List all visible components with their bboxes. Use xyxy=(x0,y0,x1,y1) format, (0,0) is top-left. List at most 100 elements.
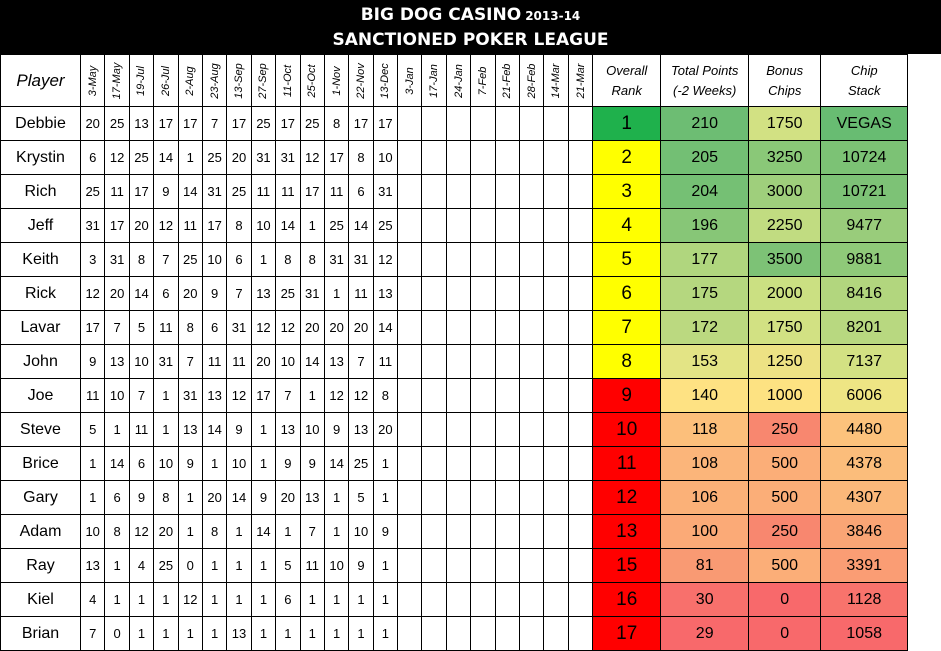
player-name: John xyxy=(0,344,81,379)
score-cell: 7 xyxy=(177,344,203,379)
date-column-header: 24-Jan xyxy=(445,54,472,107)
total-points-cell: 108 xyxy=(660,446,750,481)
total-points-header-line2: (-2 Weeks) xyxy=(673,82,737,98)
chip-stack-cell: 3846 xyxy=(820,514,909,549)
player-name: Rich xyxy=(0,174,81,209)
score-cell: 1 xyxy=(153,412,179,447)
score-cell xyxy=(494,514,521,549)
chip-stack-cell: 4307 xyxy=(820,480,909,515)
score-cell xyxy=(397,616,423,651)
date-column-header: 7-Feb xyxy=(470,54,496,107)
overall-rank-cell: 7 xyxy=(592,310,662,345)
total-points-cell: 29 xyxy=(660,616,750,651)
score-cell: 1 xyxy=(299,378,325,413)
league-subtitle: SANCTIONED POKER LEAGUE xyxy=(332,30,609,50)
score-cell: 31 xyxy=(201,174,228,209)
score-cell xyxy=(543,446,569,481)
score-cell xyxy=(543,412,569,447)
score-cell: 31 xyxy=(104,242,130,277)
score-cell xyxy=(494,276,521,311)
date-label: 19-Jul xyxy=(135,65,148,96)
score-cell: 20 xyxy=(79,106,106,141)
score-cell xyxy=(567,344,594,379)
score-cell xyxy=(421,378,447,413)
score-cell: 13 xyxy=(348,412,374,447)
chip-stack-cell: 1128 xyxy=(820,582,909,617)
score-cell: 12 xyxy=(299,140,325,175)
total-points-header-line1: Total Points xyxy=(670,62,739,78)
score-cell xyxy=(470,140,496,175)
score-cell: 9 xyxy=(372,514,399,549)
score-cell xyxy=(543,276,569,311)
date-column-header: 21-Mar xyxy=(567,54,594,107)
score-cell: 7 xyxy=(153,242,179,277)
score-cell xyxy=(397,412,423,447)
score-cell xyxy=(397,582,423,617)
score-cell: 11 xyxy=(79,378,106,413)
score-cell: 17 xyxy=(79,310,106,345)
score-cell: 12 xyxy=(128,514,155,549)
score-cell: 10 xyxy=(372,140,399,175)
date-label: 2-Aug xyxy=(184,65,197,96)
score-cell: 20 xyxy=(250,344,277,379)
bonus-chips-cell: 1750 xyxy=(748,106,822,141)
overall-rank-cell: 6 xyxy=(592,276,662,311)
bonus-chips-cell: 500 xyxy=(748,480,822,515)
date-column-header: 26-Jul xyxy=(153,54,179,107)
score-cell xyxy=(397,276,423,311)
score-cell xyxy=(543,106,569,141)
chip-stack-cell: 3391 xyxy=(820,548,909,583)
score-cell: 1 xyxy=(226,582,252,617)
score-cell: 8 xyxy=(226,208,252,243)
score-cell: 7 xyxy=(104,310,130,345)
score-cell: 1 xyxy=(153,616,179,651)
score-cell: 14 xyxy=(104,446,130,481)
overall-rank-cell: 3 xyxy=(592,174,662,209)
score-cell: 6 xyxy=(104,480,130,515)
score-cell xyxy=(543,344,569,379)
score-cell: 1 xyxy=(250,548,277,583)
chip-stack-cell: 1058 xyxy=(820,616,909,651)
date-label: 24-Jan xyxy=(452,63,465,98)
score-cell: 31 xyxy=(348,242,374,277)
score-cell: 1 xyxy=(177,480,203,515)
score-cell xyxy=(445,412,472,447)
score-cell: 17 xyxy=(323,140,350,175)
score-cell xyxy=(421,106,447,141)
overall-rank-cell: 9 xyxy=(592,378,662,413)
score-cell xyxy=(519,616,545,651)
score-cell: 10 xyxy=(104,378,130,413)
score-cell: 9 xyxy=(79,344,106,379)
score-cell: 20 xyxy=(201,480,228,515)
score-cell: 14 xyxy=(153,140,179,175)
score-cell: 6 xyxy=(128,446,155,481)
score-cell: 10 xyxy=(348,514,374,549)
table-row: John 9 13 10 31 7 11 11 20 10 14 13 7 11 8 153 1250 7137 xyxy=(0,344,909,379)
score-cell xyxy=(445,208,472,243)
bonus-chips-cell: 1750 xyxy=(748,310,822,345)
score-cell: 12 xyxy=(348,378,374,413)
total-points-cell: 196 xyxy=(660,208,750,243)
score-cell xyxy=(519,344,545,379)
score-cell: 4 xyxy=(79,582,106,617)
chip-stack-header-line2: Stack xyxy=(847,82,881,98)
date-column-header: 23-Aug xyxy=(201,54,228,107)
score-cell: 10 xyxy=(250,208,277,243)
bonus-chips-cell: 3000 xyxy=(748,174,822,209)
score-cell xyxy=(470,310,496,345)
score-cell: 1 xyxy=(323,616,350,651)
season-year: 2013-14 xyxy=(525,9,581,23)
chip-stack-cell: VEGAS xyxy=(820,106,909,141)
standings-table: Player 3-May 17-May 19-Jul 26-Jul 2-Aug 23-Aug… xyxy=(0,54,909,651)
date-column-header: 17-Jan xyxy=(421,54,447,107)
score-cell: 9 xyxy=(201,276,228,311)
overall-rank-header-line1: Overall xyxy=(606,62,648,78)
score-cell xyxy=(494,208,521,243)
table-row: Ray 13 1 4 25 0 1 1 1 5 11 10 9 1 15 81 500 3391 xyxy=(0,548,909,583)
casino-name: BIG DOG CASINO xyxy=(360,5,522,25)
overall-rank-cell: 11 xyxy=(592,446,662,481)
score-cell: 1 xyxy=(201,582,228,617)
score-cell: 20 xyxy=(128,208,155,243)
score-cell xyxy=(421,140,447,175)
score-cell xyxy=(445,174,472,209)
